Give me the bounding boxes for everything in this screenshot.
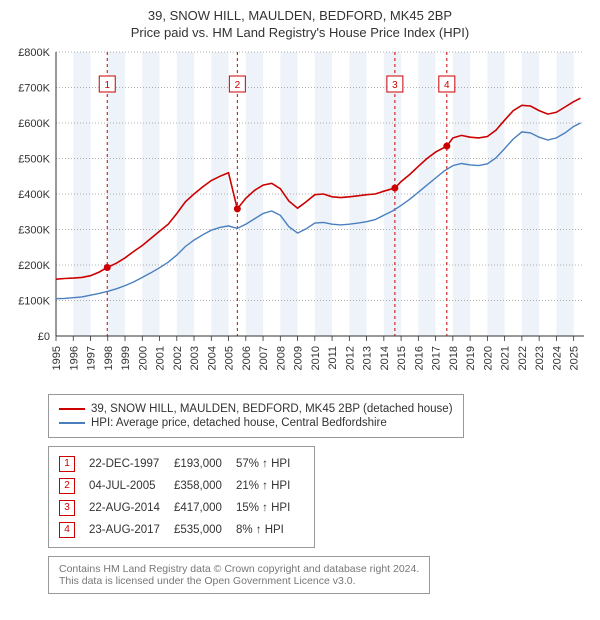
sales-row: 4 23-AUG-2017£535,0008% ↑ HPI — [59, 519, 304, 541]
svg-text:2011: 2011 — [327, 346, 339, 370]
footer-line-1: Contains HM Land Registry data © Crown c… — [59, 563, 419, 575]
sale-pct: 8% ↑ HPI — [236, 519, 304, 541]
legend: 39, SNOW HILL, MAULDEN, BEDFORD, MK45 2B… — [48, 394, 464, 438]
sale-marker-icon: 1 — [59, 456, 75, 472]
title-line-1: 39, SNOW HILL, MAULDEN, BEDFORD, MK45 2B… — [8, 8, 592, 23]
svg-text:2014: 2014 — [379, 346, 391, 370]
title-block: 39, SNOW HILL, MAULDEN, BEDFORD, MK45 2B… — [8, 8, 592, 40]
svg-text:£800K: £800K — [18, 47, 50, 59]
legend-row-hpi: HPI: Average price, detached house, Cent… — [59, 417, 453, 429]
legend-row-property: 39, SNOW HILL, MAULDEN, BEDFORD, MK45 2B… — [59, 403, 453, 415]
svg-text:1995: 1995 — [51, 346, 63, 370]
sale-date: 23-AUG-2017 — [89, 519, 174, 541]
svg-text:£0: £0 — [38, 331, 50, 343]
sale-marker-icon: 2 — [59, 478, 75, 494]
svg-text:2007: 2007 — [258, 346, 270, 370]
svg-text:1999: 1999 — [120, 346, 132, 370]
svg-text:4: 4 — [444, 80, 450, 91]
sale-marker-icon: 3 — [59, 500, 75, 516]
svg-text:2016: 2016 — [413, 346, 425, 370]
svg-text:2: 2 — [235, 80, 241, 91]
svg-text:1996: 1996 — [68, 346, 80, 370]
sales-table: 1 22-DEC-1997£193,00057% ↑ HPI 2 04-JUL-200… — [48, 446, 315, 548]
svg-text:2004: 2004 — [206, 346, 218, 370]
svg-text:2000: 2000 — [137, 346, 149, 370]
svg-text:£500K: £500K — [18, 154, 50, 166]
sale-date: 04-JUL-2005 — [89, 475, 174, 497]
svg-text:1997: 1997 — [86, 346, 98, 370]
sale-price: £193,000 — [174, 453, 236, 475]
svg-text:2019: 2019 — [465, 346, 477, 370]
sales-row: 2 04-JUL-2005£358,00021% ↑ HPI — [59, 475, 304, 497]
svg-text:£700K: £700K — [18, 83, 50, 95]
svg-text:2003: 2003 — [189, 346, 201, 370]
legend-label-property: 39, SNOW HILL, MAULDEN, BEDFORD, MK45 2B… — [91, 403, 453, 415]
chart-svg: £0 £100K £200K £300K £400K £500K £600K £700K £80… — [8, 46, 592, 386]
svg-text:£600K: £600K — [18, 118, 50, 130]
svg-text:2013: 2013 — [362, 346, 374, 370]
sales-row: 1 22-DEC-1997£193,00057% ↑ HPI — [59, 453, 304, 475]
sales-row: 3 22-AUG-2014£417,00015% ↑ HPI — [59, 497, 304, 519]
footer-line-2: This data is licensed under the Open Gov… — [59, 575, 419, 587]
svg-text:2024: 2024 — [551, 346, 563, 370]
svg-text:2017: 2017 — [431, 346, 443, 370]
svg-text:2001: 2001 — [155, 346, 167, 370]
legend-swatch-hpi — [59, 422, 85, 424]
svg-text:2002: 2002 — [172, 346, 184, 370]
sale-price: £417,000 — [174, 497, 236, 519]
svg-text:2025: 2025 — [569, 346, 581, 370]
sale-price: £358,000 — [174, 475, 236, 497]
svg-text:£200K: £200K — [18, 260, 50, 272]
svg-text:2009: 2009 — [293, 346, 305, 370]
legend-swatch-property — [59, 408, 85, 410]
svg-text:2020: 2020 — [482, 346, 494, 370]
chart: £0 £100K £200K £300K £400K £500K £600K £700K £80… — [8, 46, 592, 386]
sale-marker-icon: 4 — [59, 522, 75, 538]
svg-text:2006: 2006 — [241, 346, 253, 370]
sale-date: 22-DEC-1997 — [89, 453, 174, 475]
svg-text:1: 1 — [104, 80, 110, 91]
svg-text:2005: 2005 — [224, 346, 236, 370]
svg-text:1998: 1998 — [103, 346, 115, 370]
legend-label-hpi: HPI: Average price, detached house, Cent… — [91, 417, 387, 429]
svg-text:2023: 2023 — [534, 346, 546, 370]
sale-pct: 21% ↑ HPI — [236, 475, 304, 497]
svg-text:2022: 2022 — [517, 346, 529, 370]
svg-text:2010: 2010 — [310, 346, 322, 370]
svg-text:£400K: £400K — [18, 189, 50, 201]
sale-date: 22-AUG-2014 — [89, 497, 174, 519]
svg-text:2018: 2018 — [448, 346, 460, 370]
svg-text:2015: 2015 — [396, 346, 408, 370]
svg-text:£100K: £100K — [18, 296, 50, 308]
svg-text:2008: 2008 — [275, 346, 287, 370]
svg-text:2012: 2012 — [344, 346, 356, 370]
sale-pct: 15% ↑ HPI — [236, 497, 304, 519]
sale-pct: 57% ↑ HPI — [236, 453, 304, 475]
svg-text:2021: 2021 — [500, 346, 512, 370]
footer: Contains HM Land Registry data © Crown c… — [48, 556, 430, 594]
title-line-2: Price paid vs. HM Land Registry's House … — [8, 25, 592, 40]
svg-text:3: 3 — [392, 80, 398, 91]
svg-text:£300K: £300K — [18, 225, 50, 237]
sale-price: £535,000 — [174, 519, 236, 541]
